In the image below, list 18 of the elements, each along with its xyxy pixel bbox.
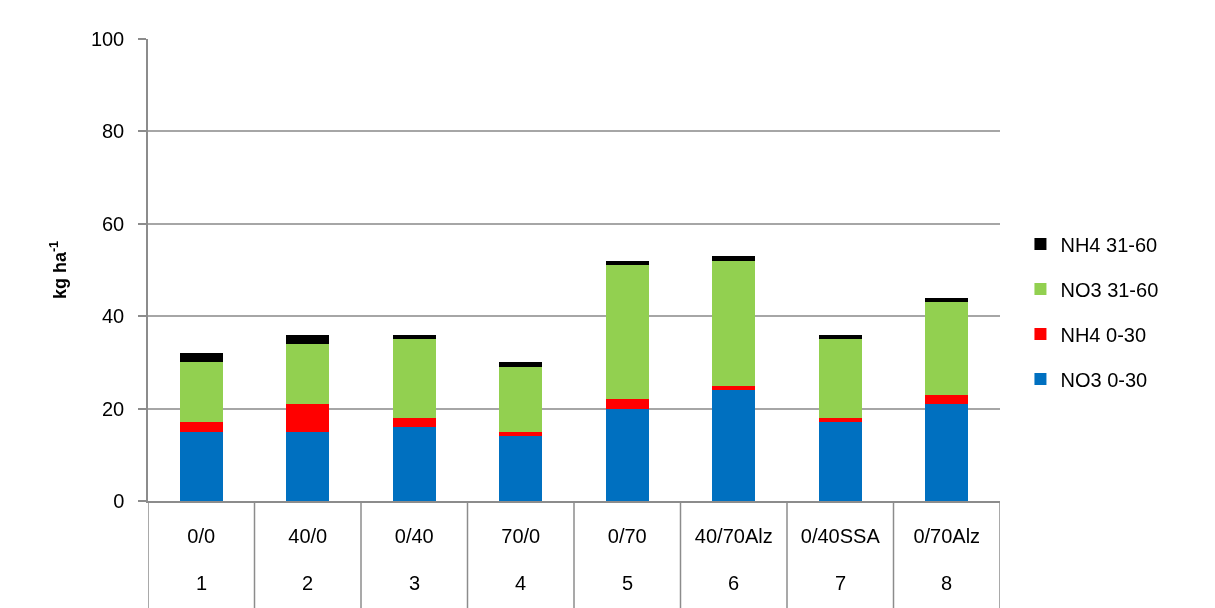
legend-label: NH4 31-60 — [1060, 233, 1158, 256]
category-label: 0/40 3 — [394, 524, 434, 594]
category-label: 0/0 1 — [187, 524, 216, 594]
category-label: 40/0 2 — [288, 524, 328, 594]
y-tick-label: 80 — [102, 120, 125, 143]
category-label: 0/70 5 — [607, 524, 647, 594]
legend-label: NH4 0-30 — [1060, 323, 1147, 346]
legend-label: NO3 0-30 — [1060, 368, 1148, 391]
legend-label: NO3 31-60 — [1060, 278, 1159, 301]
y-tick-label: 100 — [90, 28, 125, 50]
y-tick-label: 0 — [113, 490, 125, 512]
y-tick-label: 20 — [102, 397, 125, 420]
category-label: 70/0 4 — [501, 524, 541, 594]
category-label: 40/70Alz 6 — [694, 524, 773, 594]
category-label: 0/40SSA 7 — [800, 524, 880, 594]
y-tick-label: 60 — [102, 212, 125, 235]
y-tick-label: 40 — [102, 305, 125, 328]
category-label: 0/70Alz 8 — [913, 524, 981, 594]
